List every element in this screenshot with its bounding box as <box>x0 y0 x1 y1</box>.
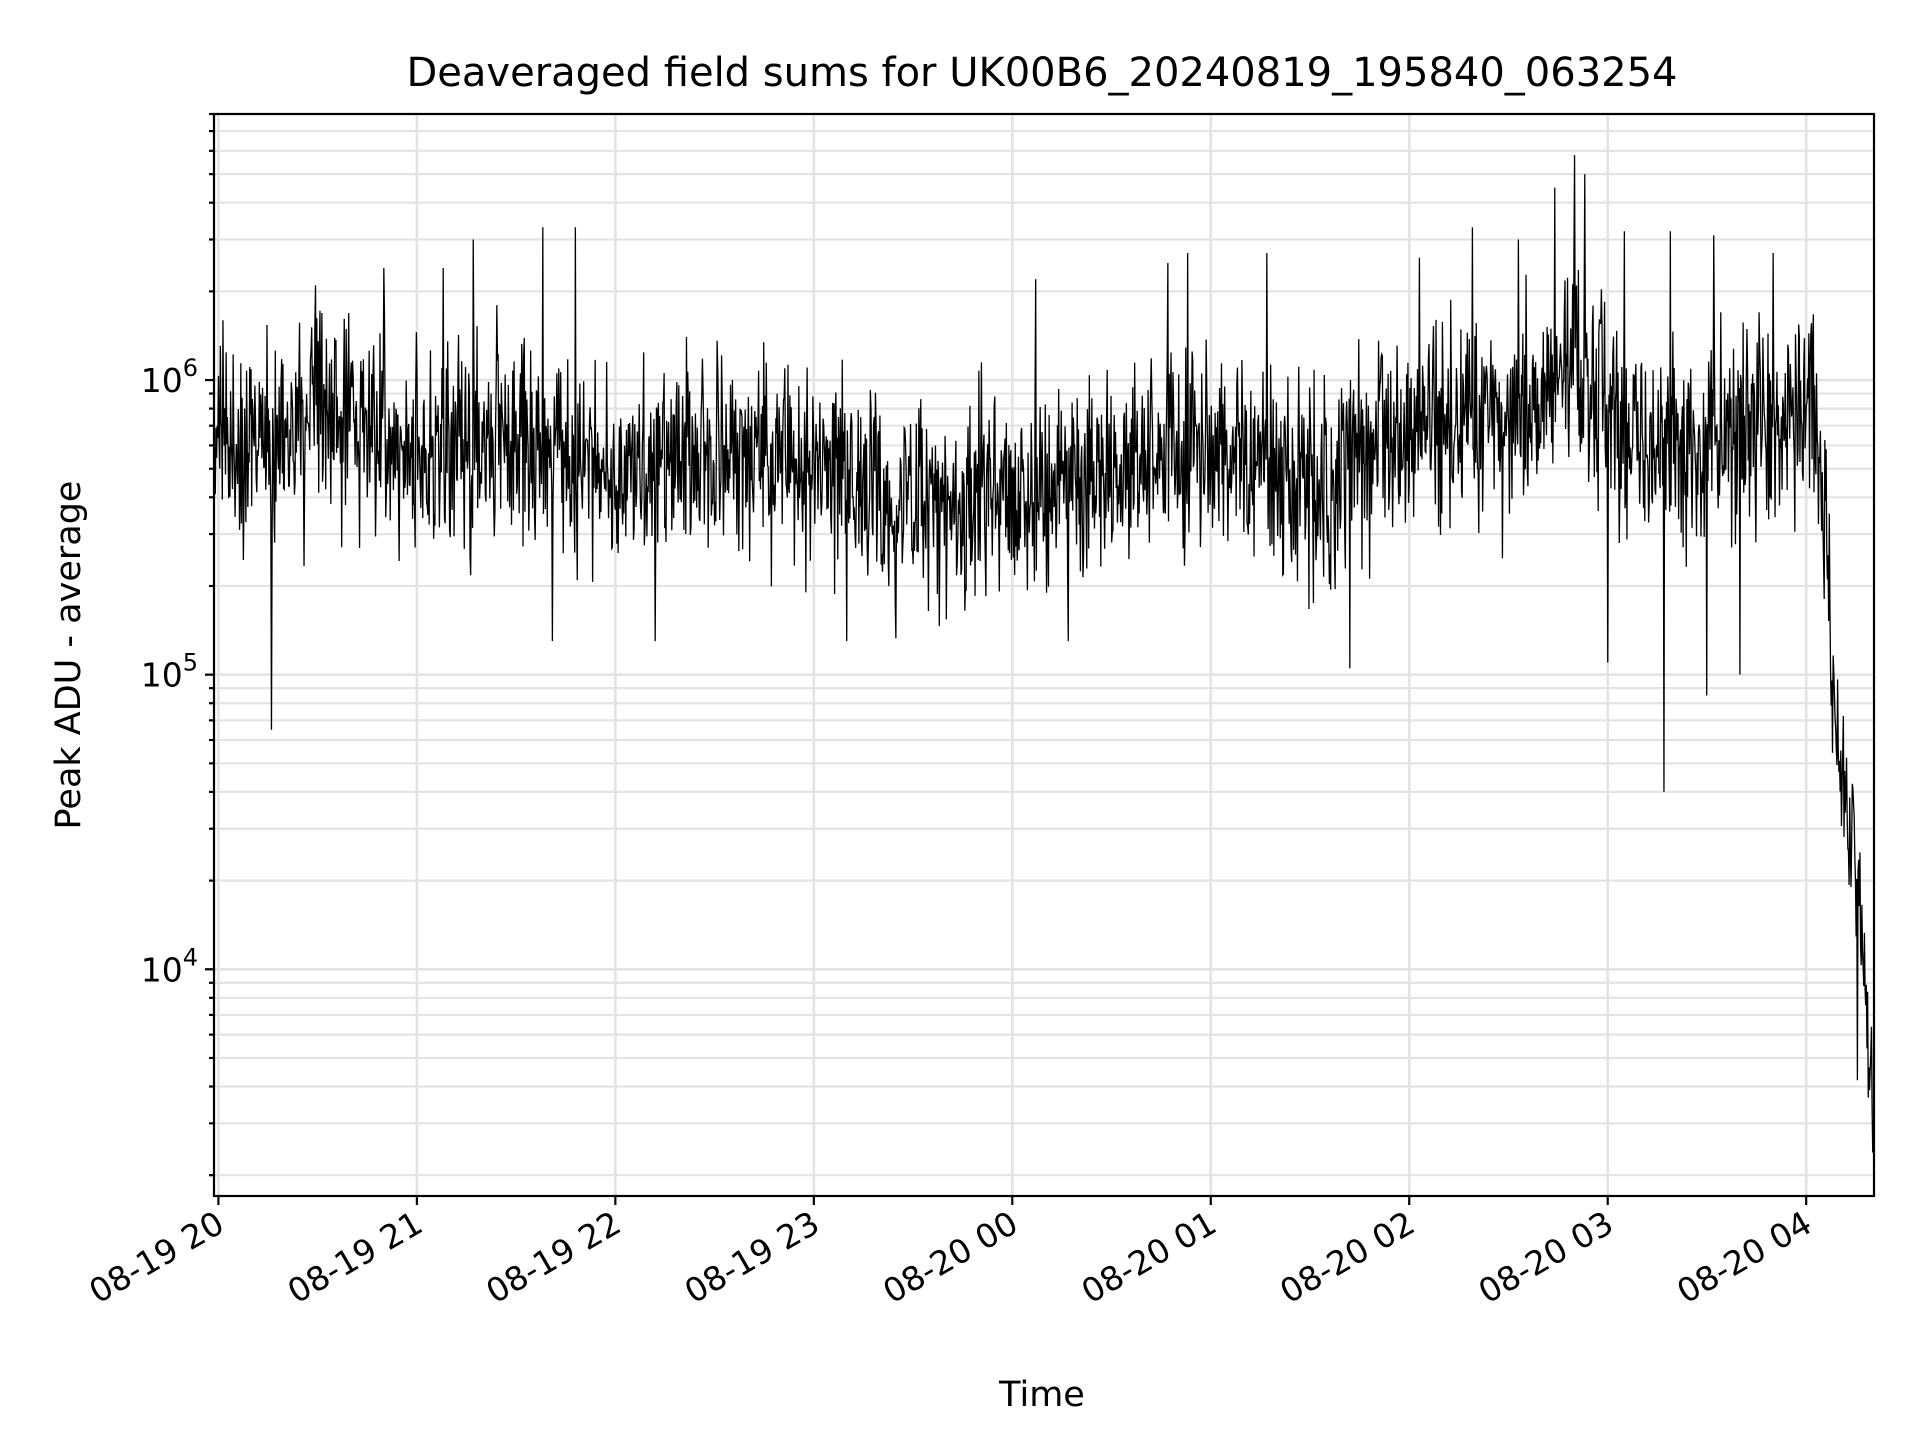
series-group <box>213 155 1875 1153</box>
grid <box>214 112 1874 1196</box>
x-axis-label: Time <box>998 1375 1085 1415</box>
series-line <box>213 155 1875 1153</box>
y-tick-base: 10 <box>141 656 183 695</box>
plot-frame <box>212 112 1876 1198</box>
chart-title: Deaveraged field sums for UK00B6_2024081… <box>407 50 1678 96</box>
y-axis-label: Peak ADU - average <box>49 481 89 830</box>
y-tick-exponent: 5 <box>183 649 198 677</box>
y-tick-exponent: 4 <box>183 943 198 971</box>
y-tick-base: 10 <box>141 950 183 989</box>
y-tick-label: 106 <box>141 354 198 400</box>
y-tick-label: 104 <box>141 943 198 989</box>
y-tick-base: 10 <box>141 361 183 400</box>
y-tick-exponent: 6 <box>183 354 198 382</box>
y-tick-label: 105 <box>141 649 198 695</box>
